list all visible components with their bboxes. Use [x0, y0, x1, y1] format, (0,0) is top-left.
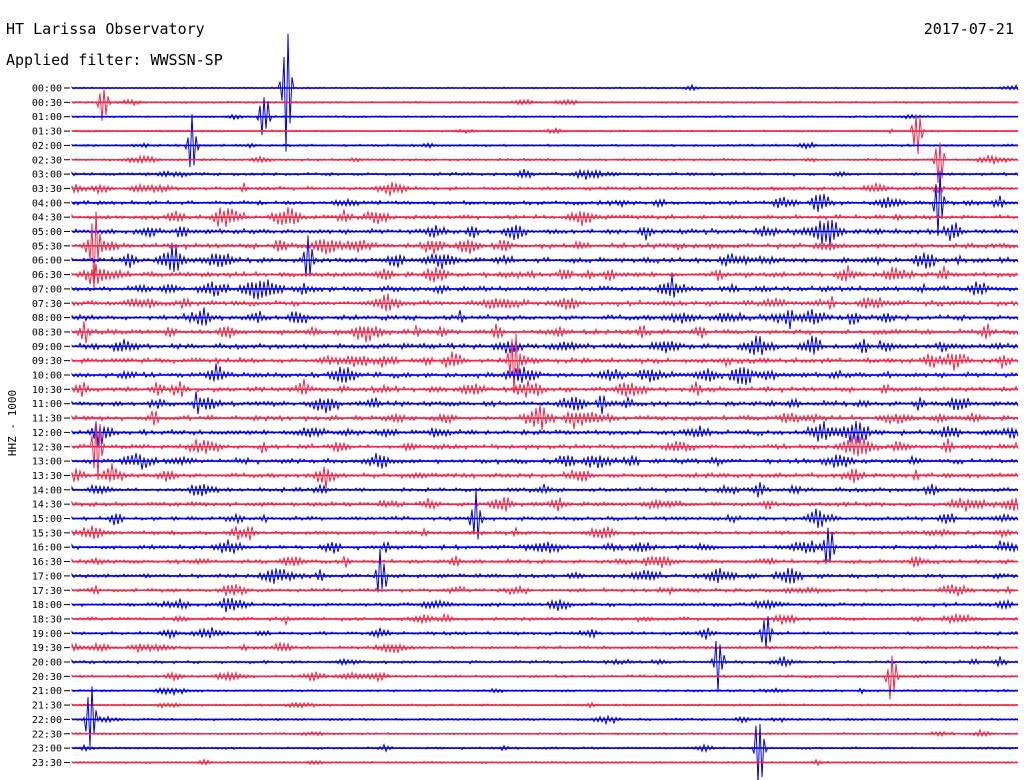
row-time-label: 11:00 [32, 399, 62, 410]
row-time-label: 21:00 [32, 686, 62, 697]
row-time-label: 23:00 [32, 744, 62, 755]
row-time-label: 10:00 [32, 371, 62, 382]
row-time-label: 18:30 [32, 614, 62, 625]
row-time-label: 15:00 [32, 514, 62, 525]
seismogram-trace [71, 378, 1019, 398]
time-tick-labels: 00:00 00:30 01:00 01:30 02:00 02:30 03:00 03:30… [32, 84, 70, 769]
seismogram-trace [71, 114, 1019, 155]
seismogram-trace [71, 420, 1019, 447]
seismogram-trace [71, 321, 1019, 344]
row-time-label: 05:30 [32, 241, 62, 252]
row-time-label: 07:00 [32, 284, 62, 295]
seismogram-trace [71, 404, 1019, 430]
seismogram-trace [71, 527, 1019, 565]
seismogram-trace [71, 496, 1019, 512]
row-time-label: 08:30 [32, 327, 62, 338]
seismogram-trace [71, 548, 1019, 593]
row-time-label: 23:30 [32, 758, 62, 769]
row-time-label: 19:00 [32, 629, 62, 640]
seismogram-trace [71, 333, 1019, 394]
seismogram-trace [71, 422, 1019, 481]
seismogram-trace [71, 686, 1019, 747]
row-time-label: 15:30 [32, 528, 62, 539]
seismogram-trace [71, 583, 1019, 597]
row-time-label: 17:30 [32, 586, 62, 597]
row-time-label: 10:30 [32, 385, 62, 396]
row-time-label: 02:00 [32, 141, 62, 152]
row-time-label: 03:30 [32, 184, 62, 195]
row-time-label: 01:30 [32, 127, 62, 138]
row-time-label: 13:30 [32, 471, 62, 482]
row-time-label: 09:30 [32, 356, 62, 367]
row-time-label: 06:30 [32, 270, 62, 281]
trace-group [71, 33, 1019, 780]
row-time-label: 04:30 [32, 213, 62, 224]
seismogram-trace [71, 206, 1019, 227]
row-time-label: 11:30 [32, 414, 62, 425]
seismogram-trace [71, 219, 1019, 246]
row-time-label: 03:00 [32, 170, 62, 181]
row-time-label: 14:30 [32, 500, 62, 511]
row-time-label: 18:00 [32, 600, 62, 611]
row-time-label: 01:00 [32, 112, 62, 123]
seismogram-trace [71, 235, 1019, 277]
seismogram-trace [71, 335, 1019, 356]
row-time-label: 09:00 [32, 342, 62, 353]
row-time-label: 05:00 [32, 227, 62, 238]
row-time-label: 21:30 [32, 701, 62, 712]
seismogram-trace [71, 391, 1019, 415]
seismogram-trace [71, 616, 1019, 649]
row-time-label: 19:30 [32, 643, 62, 654]
row-time-label: 17:00 [32, 571, 62, 582]
row-time-label: 02:30 [32, 155, 62, 166]
row-time-label: 12:00 [32, 428, 62, 439]
row-time-label: 20:00 [32, 658, 62, 669]
row-time-label: 16:30 [32, 557, 62, 568]
row-time-label: 12:30 [32, 442, 62, 453]
row-time-label: 08:00 [32, 313, 62, 324]
seismogram-trace [71, 363, 1019, 385]
row-time-label: 20:30 [32, 672, 62, 683]
seismogram-trace [71, 723, 1019, 780]
row-time-label: 04:00 [32, 198, 62, 209]
seismogram-trace [71, 462, 1019, 489]
row-time-label: 22:30 [32, 729, 62, 740]
row-time-label: 14:00 [32, 485, 62, 496]
y-axis-label: HHZ - 1000 [6, 390, 19, 456]
row-time-label: 00:00 [32, 84, 62, 95]
row-time-label: 06:00 [32, 256, 62, 267]
row-time-label: 07:30 [32, 299, 62, 310]
row-time-label: 13:00 [32, 457, 62, 468]
filter-label: Applied filter: WWSSN-SP [6, 51, 223, 69]
seismogram-trace [71, 211, 1019, 291]
date-label: 2017-07-21 [923, 20, 1014, 38]
row-time-label: 16:00 [32, 543, 62, 554]
station-title: HT Larissa Observatory [6, 20, 205, 38]
seismogram-trace [71, 142, 1019, 183]
row-time-label: 22:00 [32, 715, 62, 726]
seismogram-trace [71, 274, 1019, 300]
row-time-label: 00:30 [32, 98, 62, 109]
seismogram-trace [71, 554, 1019, 569]
